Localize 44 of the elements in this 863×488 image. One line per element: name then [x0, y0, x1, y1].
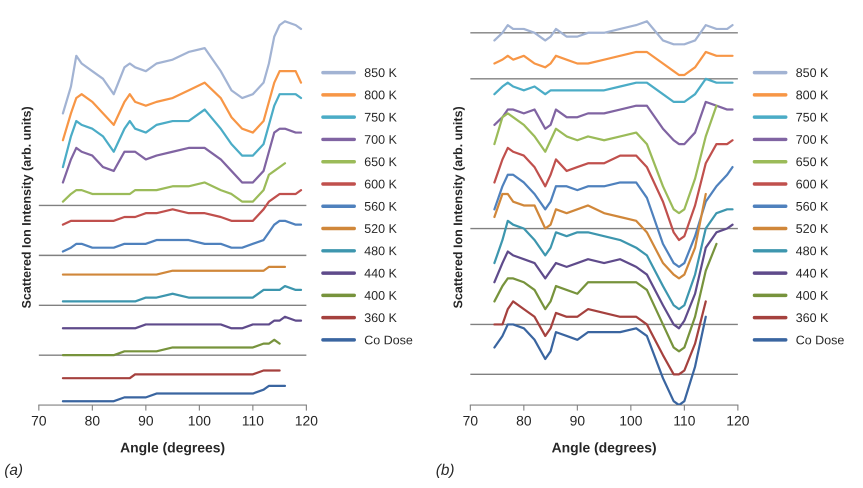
- legend-label: Co Dose: [364, 336, 412, 344]
- legend-label: 700 K: [796, 135, 828, 144]
- x-tick-label: 90: [570, 416, 585, 426]
- x-tick-label: 120: [296, 416, 318, 426]
- x-tick-label: 110: [674, 416, 695, 426]
- text: (a): [5, 464, 22, 478]
- x-tick-label: 70: [463, 416, 478, 426]
- x-tick-label: 100: [620, 416, 642, 426]
- legend-label: 560 K: [796, 202, 828, 211]
- legend-label: 360 K: [796, 313, 828, 322]
- legend-label: 360 K: [364, 313, 397, 322]
- legend-label: 650 K: [364, 157, 397, 166]
- legend-label: 800 K: [796, 90, 828, 100]
- text: (b): [436, 464, 454, 478]
- legend-label: 650 K: [796, 157, 828, 166]
- x-tick-label: 90: [138, 416, 154, 426]
- legend-label: 560 K: [364, 202, 397, 211]
- legend-label: 850 K: [796, 68, 828, 78]
- x-tick-label: 70: [32, 416, 46, 426]
- legend-label: 480 K: [364, 246, 397, 256]
- legend-label: 750 K: [364, 112, 397, 122]
- legend-label: 750 K: [796, 112, 828, 122]
- y-axis-title: Scattered Ion Intensity (arb. units): [22, 106, 34, 308]
- x-tick-label: 80: [516, 416, 532, 426]
- legend-label: 440 K: [796, 268, 828, 278]
- x-axis-title: Angle (degrees): [120, 442, 224, 456]
- legend-label: 400 K: [364, 291, 397, 300]
- x-tick-label: 80: [85, 416, 100, 426]
- legend-label: 520 K: [796, 224, 828, 234]
- legend-label: 850 K: [364, 68, 397, 78]
- legend-label: Co Dose: [796, 336, 844, 344]
- legend-label: 520 K: [364, 224, 397, 234]
- legend-label: 800 K: [364, 90, 397, 100]
- x-tick-label: 120: [727, 416, 749, 426]
- legend-label: 700 K: [364, 135, 397, 144]
- legend-label: 600 K: [364, 180, 397, 188]
- legend-label: 480 K: [796, 246, 828, 256]
- x-tick-label: 110: [242, 416, 264, 426]
- legend-label: 400 K: [796, 291, 828, 300]
- legend-label: 440 K: [364, 268, 397, 278]
- y-axis-title: Scattered Ion Intensity (arb. units): [453, 106, 465, 308]
- x-axis-title: Angle (degrees): [552, 442, 656, 456]
- legend-label: 600 K: [796, 180, 828, 188]
- x-tick-label: 100: [188, 416, 210, 426]
